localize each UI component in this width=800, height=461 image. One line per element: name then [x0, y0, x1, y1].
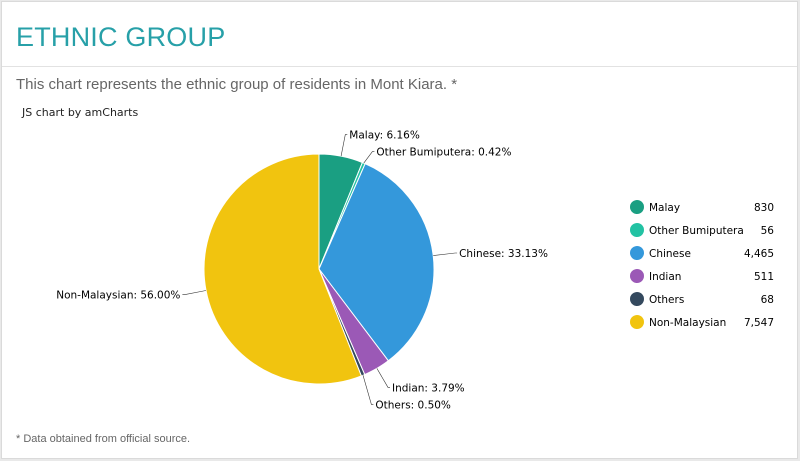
legend-value: 511: [754, 271, 774, 283]
legend-label: Malay: [649, 202, 680, 214]
legend-label: Non-Malaysian: [649, 317, 726, 329]
slice-label-other-bumiputera: Other Bumiputera: 0.42%: [376, 147, 511, 159]
footnote: * Data obtained from official source.: [16, 433, 191, 445]
slice-label-line-non-malaysian: [182, 290, 207, 296]
slice-label-others: Others: 0.50%: [375, 399, 451, 411]
slice-label-line-malay: [340, 134, 348, 157]
page-title: ETHNIC GROUP: [16, 22, 226, 52]
legend-item-non-malaysian[interactable]: Non-Malaysian 7,547: [630, 315, 774, 329]
legend-item-chinese[interactable]: Chinese 4,465: [630, 246, 774, 260]
legend-value: 4,465: [744, 248, 774, 260]
legend: Malay 830 Other Bumiputera 56 Chinese 4,465 In…: [630, 200, 774, 329]
legend-item-other-bumiputera[interactable]: Other Bumiputera 56: [630, 223, 774, 237]
header-divider: [2, 66, 797, 67]
amcharts-credit-link[interactable]: JS chart by amCharts: [22, 106, 139, 119]
legend-label: Other Bumiputera: [649, 225, 744, 237]
slice-label-non-malaysian: Non-Malaysian: 56.00%: [56, 290, 180, 302]
slice-label-line-chinese: [433, 252, 458, 256]
pie-slices: [203, 153, 435, 385]
slice-label-line-indian: [376, 368, 390, 388]
legend-marker: [630, 315, 644, 329]
legend-label: Chinese: [649, 248, 691, 260]
legend-value: 830: [754, 202, 774, 214]
slice-label-chinese: Chinese: 33.13%: [459, 248, 548, 260]
legend-item-malay[interactable]: Malay 830: [630, 200, 774, 214]
legend-value: 56: [761, 225, 775, 237]
legend-marker: [630, 292, 644, 306]
legend-item-others[interactable]: Others 68: [630, 292, 774, 306]
slice-label-line-other-bumiputera: [363, 151, 375, 164]
slice-labels: Malay: 6.16% Other Bumiputera: 0.42% Chine…: [56, 130, 548, 412]
legend-item-indian[interactable]: Indian 511: [630, 269, 774, 283]
legend-label: Others: [649, 294, 684, 306]
slice-label-indian: Indian: 3.79%: [392, 382, 465, 394]
slice-label-malay: Malay: 6.16%: [349, 130, 420, 142]
legend-label: Indian: [649, 271, 681, 283]
legend-value: 68: [761, 294, 774, 306]
chart-subtitle: This chart represents the ethnic group o…: [16, 76, 458, 93]
legend-value: 7,547: [744, 317, 774, 329]
pie-slice-chinese[interactable]: [318, 163, 435, 362]
legend-marker: [630, 246, 644, 260]
pie-slice-non-malaysian[interactable]: [203, 153, 362, 385]
legend-marker: [630, 223, 644, 237]
legend-marker: [630, 269, 644, 283]
slice-label-line-others: [362, 375, 374, 405]
legend-marker: [630, 200, 644, 214]
